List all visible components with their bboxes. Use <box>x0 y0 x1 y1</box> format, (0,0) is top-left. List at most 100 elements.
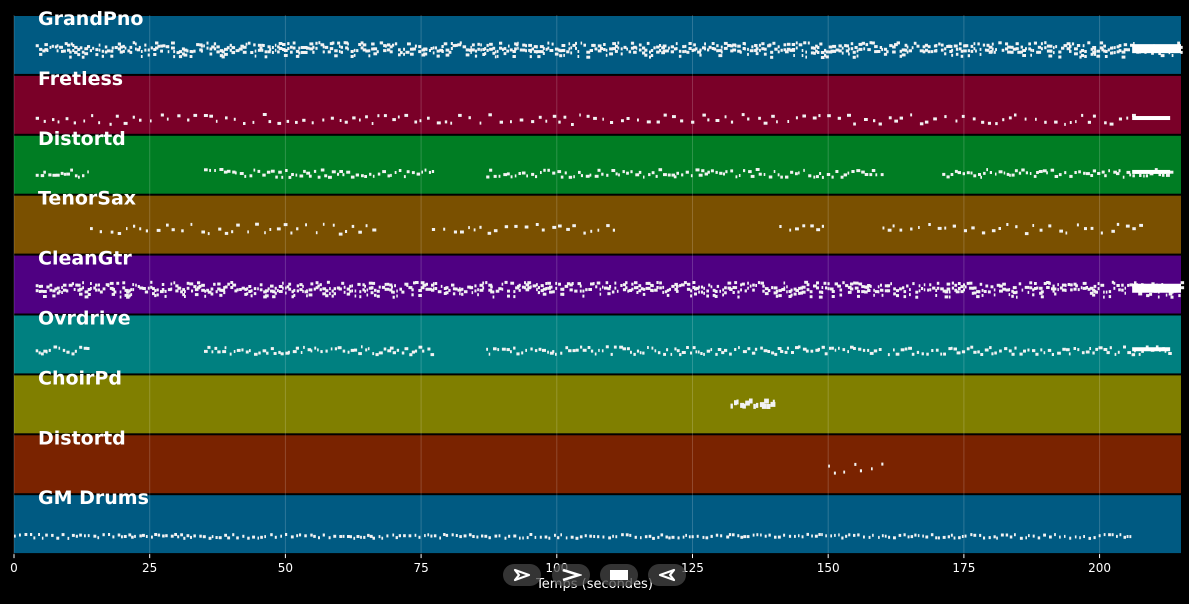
note <box>691 49 694 52</box>
note <box>991 42 994 46</box>
note <box>1039 286 1043 290</box>
note <box>24 533 28 536</box>
note <box>145 535 148 538</box>
note <box>561 44 566 47</box>
note <box>654 349 657 353</box>
fast-forward-button[interactable] <box>552 564 590 586</box>
note <box>732 533 735 537</box>
note <box>964 285 967 289</box>
note <box>252 120 255 124</box>
note <box>186 281 190 285</box>
note <box>682 50 685 54</box>
note <box>1030 48 1032 52</box>
note <box>464 290 468 294</box>
note <box>786 290 788 294</box>
note <box>384 44 387 48</box>
note <box>605 281 609 285</box>
note <box>517 284 520 288</box>
note <box>963 229 967 233</box>
note <box>68 283 73 287</box>
note <box>1134 281 1137 285</box>
note <box>1121 55 1126 59</box>
note <box>692 286 696 289</box>
note <box>414 120 418 124</box>
note <box>62 348 66 352</box>
note <box>1081 113 1084 117</box>
note <box>414 533 417 537</box>
note <box>995 172 997 176</box>
note <box>513 346 516 350</box>
note <box>477 288 479 292</box>
note <box>477 293 479 297</box>
note <box>555 352 557 356</box>
note <box>211 350 214 354</box>
note <box>821 291 824 294</box>
rewind-button[interactable] <box>648 564 686 586</box>
note <box>1069 44 1072 48</box>
note <box>675 289 679 293</box>
note <box>915 295 919 299</box>
note <box>787 120 790 123</box>
note <box>430 534 433 538</box>
note <box>150 46 153 50</box>
note <box>972 117 976 121</box>
note <box>764 287 769 291</box>
note <box>296 534 299 538</box>
note <box>990 49 993 53</box>
note <box>499 41 503 45</box>
note <box>230 281 234 284</box>
note <box>869 351 874 355</box>
note <box>697 350 700 354</box>
note <box>219 54 224 58</box>
note <box>1009 535 1013 539</box>
note <box>1008 293 1011 297</box>
note <box>327 50 331 54</box>
note <box>850 345 854 349</box>
note <box>964 534 967 538</box>
note <box>154 289 157 293</box>
note <box>331 170 336 174</box>
note <box>801 535 804 539</box>
note <box>975 49 977 53</box>
note <box>586 114 590 118</box>
note <box>504 536 507 540</box>
stop-button[interactable] <box>600 564 638 586</box>
note <box>579 113 581 117</box>
note <box>381 285 386 289</box>
note <box>768 175 773 179</box>
note <box>364 175 367 178</box>
note <box>841 51 844 55</box>
note <box>1019 352 1023 356</box>
play-button[interactable] <box>503 564 541 586</box>
note <box>981 231 986 235</box>
note <box>833 471 836 475</box>
note <box>165 45 169 49</box>
note <box>339 170 343 173</box>
note <box>682 535 685 539</box>
note <box>1005 288 1010 292</box>
note-block <box>1132 347 1171 352</box>
note <box>1022 49 1026 52</box>
note <box>785 50 789 54</box>
note <box>638 43 642 47</box>
note <box>70 168 73 172</box>
note <box>219 293 223 297</box>
note <box>841 46 844 50</box>
note <box>93 534 97 538</box>
note <box>662 49 667 53</box>
note <box>778 294 782 298</box>
note <box>597 49 602 53</box>
note <box>738 174 741 177</box>
note <box>180 290 183 294</box>
note <box>257 43 261 47</box>
note <box>984 348 989 352</box>
note <box>926 352 929 356</box>
note <box>492 51 496 55</box>
note <box>54 287 58 291</box>
note <box>861 170 865 174</box>
note <box>145 229 148 233</box>
note <box>839 288 843 292</box>
note <box>642 51 646 55</box>
note <box>1116 222 1120 226</box>
note <box>322 292 327 296</box>
